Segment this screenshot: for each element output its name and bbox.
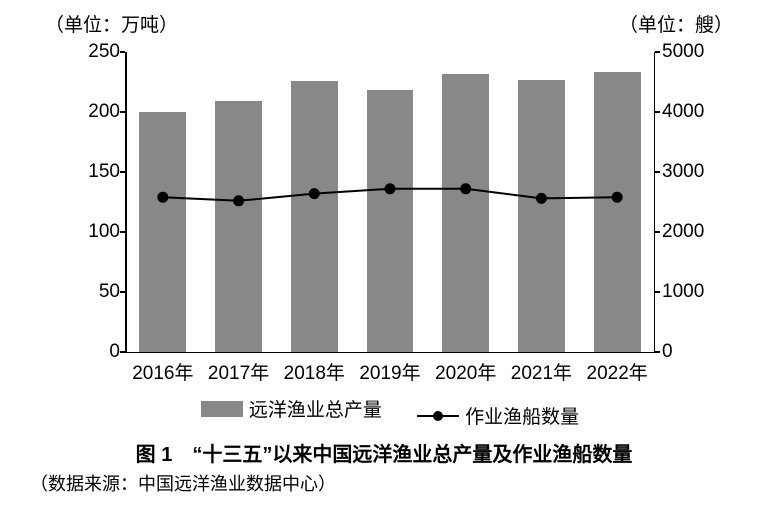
line-series-layer [125, 52, 655, 352]
y-left-tick [120, 351, 125, 353]
y-right-tick [655, 111, 660, 113]
legend-line-label: 作业渔船数量 [465, 402, 579, 429]
line-marker [460, 183, 471, 194]
y-left-tick-label: 250 [80, 41, 120, 63]
legend-line-swatch [417, 415, 459, 417]
legend-line-item: 作业渔船数量 [417, 402, 579, 429]
y-right-tick [655, 171, 660, 173]
line-marker [385, 183, 396, 194]
legend-bar-item: 远洋渔业总产量 [201, 395, 382, 422]
y-left-tick-label: 0 [80, 341, 120, 363]
x-tick-label: 2020年 [435, 358, 496, 385]
y-right-tick [655, 291, 660, 293]
y-right-tick [655, 351, 660, 353]
y-left-tick-label: 200 [80, 101, 120, 123]
line-marker [536, 193, 547, 204]
data-source: （数据来源：中国远洋渔业数据中心） [30, 470, 336, 496]
line-marker [309, 188, 320, 199]
y-right-tick-label: 0 [662, 341, 717, 363]
y-right-tick [655, 51, 660, 53]
y-right-tick-label: 1000 [662, 281, 717, 303]
legend-bar-label: 远洋渔业总产量 [249, 395, 382, 422]
x-tick-label: 2016年 [132, 358, 193, 385]
plot-area [125, 52, 655, 353]
y-right-axis-labels: 010002000300040005000 [662, 52, 717, 352]
y-left-tick [120, 171, 125, 173]
x-tick-label: 2019年 [359, 358, 420, 385]
y-left-tick [120, 51, 125, 53]
y-left-tick [120, 291, 125, 293]
x-tick-label: 2021年 [511, 358, 572, 385]
x-tick-label: 2017年 [208, 358, 269, 385]
figure-caption: 图 1 “十三五”以来中国远洋渔业总产量及作业渔船数量 [0, 438, 768, 467]
x-tick-label: 2022年 [587, 358, 648, 385]
line-marker [157, 192, 168, 203]
y-left-tick-label: 100 [80, 221, 120, 243]
legend-bar-swatch [201, 401, 243, 417]
y-right-tick-label: 4000 [662, 101, 717, 123]
y-left-tick [120, 111, 125, 113]
y-left-axis-labels: 050100150200250 [80, 52, 120, 352]
y-right-tick [655, 231, 660, 233]
y-right-tick-label: 2000 [662, 221, 717, 243]
y-right-tick-label: 3000 [662, 161, 717, 183]
x-tick-label: 2018年 [284, 358, 345, 385]
y-left-tick-label: 50 [80, 281, 120, 303]
line-marker [612, 192, 623, 203]
y-right-unit: （单位：艘） [619, 10, 733, 37]
y-right-tick-label: 5000 [662, 41, 717, 63]
y-left-tick [120, 231, 125, 233]
y-left-tick-label: 150 [80, 161, 120, 183]
legend: 远洋渔业总产量 作业渔船数量 [125, 395, 655, 429]
y-left-unit: （单位：万吨） [45, 10, 178, 37]
line-marker [233, 195, 244, 206]
